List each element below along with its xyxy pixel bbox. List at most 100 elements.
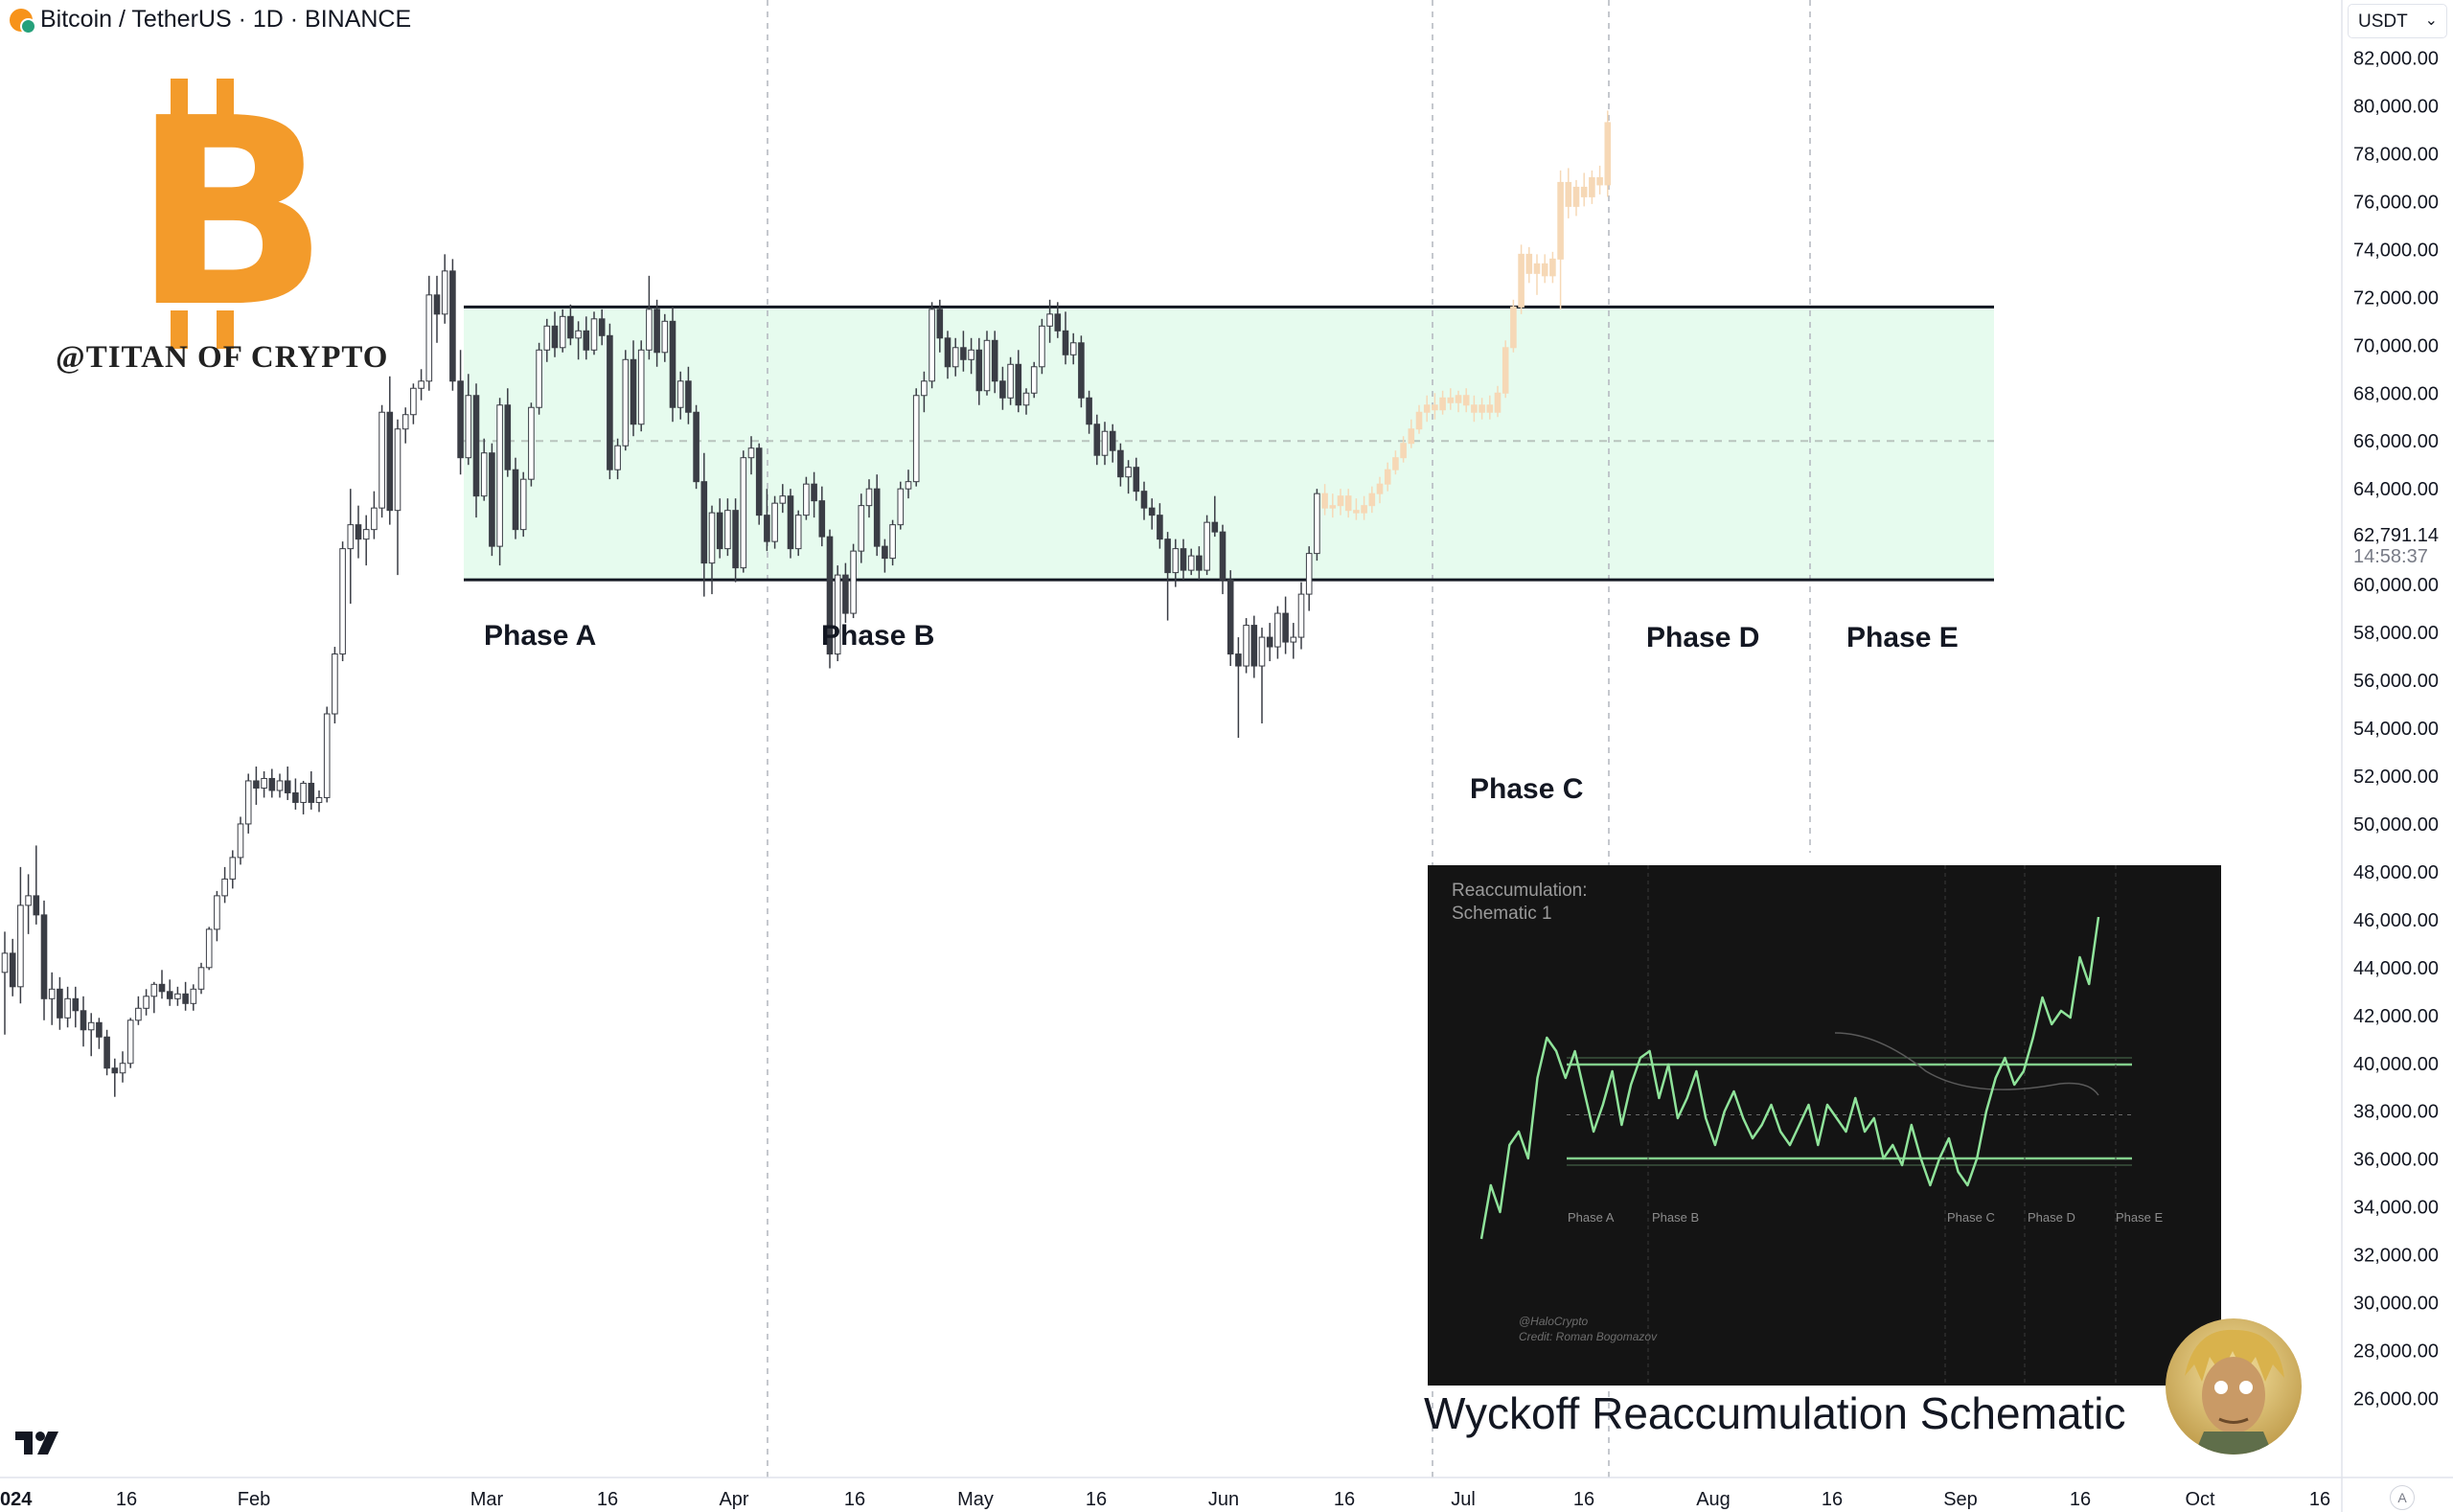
candle <box>347 524 355 550</box>
phase-e-label: Phase E <box>1846 622 1959 653</box>
candle <box>1148 507 1156 516</box>
projection-candle <box>1455 395 1462 403</box>
projection-candle <box>1408 428 1415 445</box>
last-price-value: 62,791.14 <box>2353 525 2439 546</box>
x-tick-label: Jun <box>1208 1489 1239 1510</box>
candle <box>292 791 299 803</box>
candle <box>834 574 841 655</box>
projection-candle <box>1502 347 1509 394</box>
symbol-header[interactable]: Bitcoin / TetherUS · 1D · BINANCE <box>10 6 411 34</box>
candle <box>261 777 267 789</box>
candle <box>150 983 158 997</box>
avatar-illustration <box>2166 1318 2302 1455</box>
projection-candle <box>1344 495 1352 512</box>
candle <box>614 445 621 470</box>
x-tick-label: 16 <box>597 1489 618 1510</box>
candle <box>873 488 881 547</box>
candle <box>536 349 542 408</box>
inset-phase-c: Phase C <box>1947 1210 1995 1225</box>
candle <box>135 1007 142 1021</box>
chevron-down-icon: ⌄ <box>2424 12 2438 29</box>
projection-candle <box>1376 483 1384 494</box>
candle <box>991 339 998 382</box>
candle <box>1187 555 1195 571</box>
candle <box>268 777 276 791</box>
candle <box>1125 467 1132 478</box>
candle <box>323 713 331 798</box>
candle <box>394 428 401 512</box>
candle <box>1211 521 1219 533</box>
candle <box>1258 636 1266 667</box>
candle <box>676 380 684 408</box>
currency-selector[interactable]: USDT ⌄ <box>2348 4 2447 38</box>
candle <box>480 452 488 497</box>
candle <box>1235 653 1242 667</box>
candle <box>229 857 237 880</box>
candle <box>1274 612 1281 648</box>
inset-phase-a: Phase A <box>1568 1210 1615 1225</box>
x-tick-label: 024 <box>0 1489 33 1510</box>
candle <box>889 524 896 560</box>
candle <box>489 452 495 547</box>
candle <box>1101 430 1109 456</box>
candle <box>1266 636 1273 648</box>
candle <box>842 574 849 614</box>
inset-title-line2: Schematic 1 <box>1452 904 1552 924</box>
projection-candle <box>1432 404 1438 411</box>
candle <box>747 447 755 459</box>
candle <box>1062 330 1069 355</box>
candle <box>418 380 424 389</box>
y-tick-label: 36,000.00 <box>2353 1150 2439 1171</box>
candle <box>103 1036 110 1069</box>
wyckoff-schematic-inset: Reaccumulation: Schematic 1 Phase A Phas… <box>1428 865 2221 1386</box>
inset-phase-b: Phase B <box>1652 1210 1700 1225</box>
candle <box>1117 449 1124 478</box>
candle <box>1204 521 1210 571</box>
tradingview-logo-icon[interactable] <box>15 1432 63 1461</box>
candle <box>182 993 189 1004</box>
projection-candle <box>1447 397 1455 403</box>
x-tick-label: Apr <box>719 1489 748 1510</box>
y-tick-label: 70,000.00 <box>2353 335 2439 356</box>
candle <box>850 550 857 614</box>
candle <box>968 349 974 360</box>
y-tick-label: 56,000.00 <box>2353 671 2439 692</box>
candle <box>519 478 527 531</box>
candle <box>567 315 574 339</box>
candle <box>575 330 582 339</box>
candle <box>653 309 660 354</box>
candle <box>386 411 394 512</box>
candle <box>1305 553 1313 595</box>
candle <box>64 997 71 1019</box>
auto-scale-button[interactable]: A <box>2390 1485 2415 1510</box>
candle <box>897 488 905 526</box>
candle <box>433 294 441 315</box>
projection-candle <box>1541 263 1548 277</box>
candle <box>771 502 778 542</box>
projection-candle <box>1439 397 1446 411</box>
candle <box>607 334 613 470</box>
candle <box>1290 636 1297 643</box>
candle <box>1250 625 1258 667</box>
candle <box>928 309 935 382</box>
candle <box>794 515 802 550</box>
phase-a-label: Phase A <box>484 620 597 652</box>
inset-phase-d: Phase D <box>2028 1210 2075 1225</box>
candle <box>1172 548 1180 574</box>
candle <box>1086 397 1092 425</box>
y-tick-label: 66,000.00 <box>2353 431 2439 452</box>
candle <box>512 469 519 531</box>
candle <box>48 988 56 999</box>
y-tick-label: 50,000.00 <box>2353 814 2439 836</box>
candle <box>637 349 645 425</box>
candle <box>378 411 385 509</box>
candle <box>1164 538 1171 574</box>
candle <box>9 952 16 988</box>
x-tick-label: 16 <box>1573 1489 1594 1510</box>
candle <box>1030 366 1038 394</box>
candle <box>174 993 181 999</box>
bitcoin-logo-icon: B <box>132 62 330 364</box>
candle <box>740 457 747 569</box>
x-tick-label: 16 <box>2309 1489 2330 1510</box>
